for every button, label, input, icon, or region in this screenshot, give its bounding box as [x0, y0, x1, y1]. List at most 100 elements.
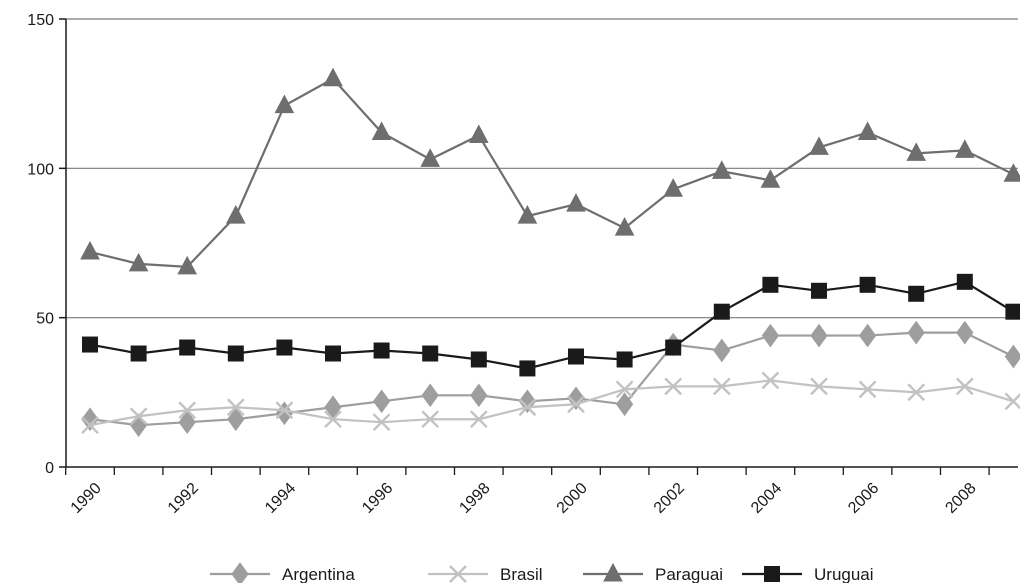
point-brasil-2002: [664, 377, 683, 396]
y-tick-label-0: 0: [45, 460, 54, 477]
series-argentina: [81, 320, 1020, 438]
legend-label-brasil: Brasil: [500, 565, 543, 583]
legend: Argentina Brasil Paraguai Uruguai: [210, 562, 874, 583]
point-brasil-1997: [421, 410, 440, 429]
x-tick-label-2006: 2006: [845, 480, 882, 517]
point-brasil-2009: [1004, 392, 1020, 411]
point-paraguai-1998: [468, 124, 489, 143]
point-argentina-2009: [1004, 344, 1020, 369]
point-uruguai-1990: [82, 336, 98, 353]
point-paraguai-1992: [177, 255, 198, 275]
point-paraguai-1997: [420, 148, 441, 167]
point-brasil-2006: [858, 380, 877, 399]
point-argentina-2007: [907, 320, 925, 345]
point-uruguai-2008: [956, 273, 973, 290]
point-argentina-2001: [615, 392, 634, 417]
point-argentina-1996: [372, 389, 391, 414]
y-tick-label-100: 100: [27, 161, 54, 178]
x-tick-label-2008: 2008: [942, 480, 979, 517]
point-uruguai-2009: [1005, 303, 1020, 320]
x-tick-label-1996: 1996: [359, 480, 396, 517]
point-brasil-1999: [518, 398, 537, 417]
point-brasil-1996: [372, 413, 391, 432]
point-paraguai-1995: [323, 67, 343, 87]
series-uruguai: [82, 273, 1020, 377]
legend-label-argentina: Argentina: [282, 565, 355, 583]
series-line-paraguai: [89, 77, 1014, 269]
point-uruguai-1995: [325, 345, 341, 362]
point-brasil-2005: [810, 377, 828, 396]
point-paraguai-1994: [274, 94, 295, 114]
point-paraguai-2008: [954, 139, 975, 158]
point-brasil-1998: [469, 410, 488, 429]
point-paraguai-1993: [225, 205, 246, 224]
point-uruguai-1996: [373, 342, 390, 359]
point-uruguai-1999: [519, 360, 536, 377]
series-line-brasil: [89, 379, 1014, 427]
x-tick-label-2000: 2000: [554, 480, 591, 517]
point-uruguai-2005: [811, 282, 827, 299]
point-brasil-1993: [226, 398, 245, 417]
point-paraguai-2005: [809, 136, 829, 155]
point-brasil-1992: [178, 401, 197, 420]
x-tick-label-1992: 1992: [165, 480, 202, 517]
point-brasil-1995: [324, 410, 342, 429]
point-argentina-2004: [761, 323, 780, 348]
point-uruguai-2001: [616, 351, 633, 368]
series-brasil: [81, 371, 1020, 435]
point-uruguai-1998: [470, 351, 487, 368]
point-paraguai-2009: [1003, 163, 1020, 182]
point-uruguai-2006: [859, 276, 876, 293]
y-tick-label-150: 150: [27, 12, 54, 29]
point-argentina-2005: [810, 323, 828, 348]
legend-label-paraguai: Paraguai: [655, 565, 723, 583]
point-brasil-1994: [275, 401, 294, 420]
point-uruguai-2000: [568, 348, 584, 365]
point-brasil-2000: [567, 395, 585, 414]
point-brasil-2008: [955, 377, 974, 396]
point-uruguai-1994: [276, 339, 293, 356]
point-paraguai-1990: [80, 240, 100, 260]
point-argentina-1998: [470, 383, 488, 408]
legend-marker-paraguai: [603, 562, 623, 582]
series-layer: [80, 67, 1020, 438]
point-paraguai-2001: [614, 216, 635, 236]
x-tick-label-2004: 2004: [748, 480, 785, 517]
legend-item-argentina: Argentina: [210, 562, 355, 583]
point-brasil-2007: [907, 383, 926, 402]
point-paraguai-2000: [566, 193, 586, 212]
y-tick-label-50: 50: [36, 311, 54, 328]
point-argentina-1992: [178, 410, 196, 435]
point-uruguai-1991: [130, 345, 147, 362]
legend-marker-argentina: [231, 562, 249, 583]
point-paraguai-2006: [857, 121, 878, 140]
point-brasil-1990: [81, 416, 99, 435]
y-axis-ticks: 0 50 100 150: [27, 12, 66, 477]
point-uruguai-2002: [665, 339, 682, 356]
point-paraguai-1991: [128, 252, 149, 272]
series-paraguai: [80, 67, 1020, 275]
point-paraguai-2004: [760, 169, 781, 188]
grid-lines: [66, 18, 1018, 319]
point-paraguai-2007: [906, 142, 927, 161]
point-uruguai-2004: [762, 276, 779, 293]
point-brasil-2004: [761, 371, 780, 390]
x-tick-label-1998: 1998: [456, 480, 493, 517]
legend-item-brasil: Brasil: [428, 565, 543, 583]
point-brasil-2003: [712, 377, 731, 396]
legend-marker-uruguai: [764, 566, 780, 582]
point-uruguai-1993: [227, 345, 244, 362]
point-argentina-1993: [227, 407, 245, 432]
x-tick-label-1990: 1990: [68, 480, 105, 517]
legend-marker-brasil: [449, 565, 467, 583]
legend-label-uruguai: Uruguai: [814, 565, 874, 583]
point-paraguai-2003: [711, 160, 732, 179]
point-paraguai-2002: [663, 178, 684, 197]
point-brasil-1991: [129, 407, 148, 426]
x-axis-ticks: 1990 1992 1994 1996 1998 2000 2002 2004 2006 2008: [65, 467, 990, 517]
point-uruguai-2007: [908, 285, 925, 302]
axes: [65, 19, 1018, 468]
x-tick-label-1994: 1994: [262, 480, 299, 517]
point-brasil-2001: [615, 380, 634, 399]
